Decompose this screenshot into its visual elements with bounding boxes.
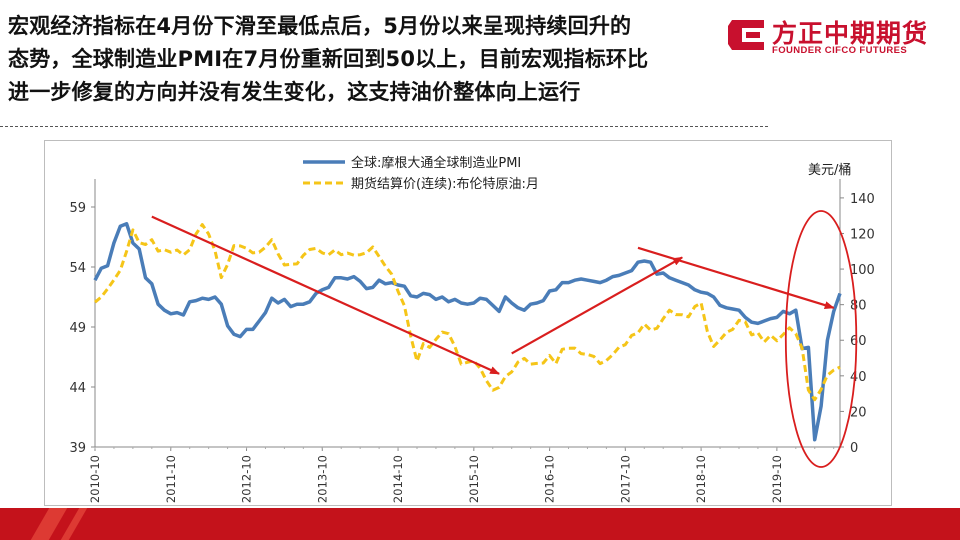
trend-arrow-1 bbox=[151, 215, 500, 375]
x-tick-label: 2011-10 bbox=[164, 455, 178, 503]
left-tick-label: 59 bbox=[69, 201, 86, 216]
x-tick-label: 2019-10 bbox=[770, 455, 784, 503]
trend-arrow-2 bbox=[511, 256, 684, 355]
trend-arrow-3 bbox=[637, 246, 835, 309]
chart-frame: 39 44 49 54 59 0 20 40 60 80 100 120 140 2010-10 2011-… bbox=[44, 140, 892, 506]
right-tick-label: 0 bbox=[850, 441, 858, 456]
left-tick-label: 39 bbox=[69, 441, 86, 456]
company-logo: 方正中期期货 FOUNDER CIFCO FUTURES bbox=[726, 14, 956, 64]
title-divider bbox=[0, 126, 768, 127]
pmi-brent-chart: 39 44 49 54 59 0 20 40 60 80 100 120 140 2010-10 2011-… bbox=[69, 155, 875, 503]
headline-line-1: 宏观经济指标在4月份下滑至最低点后，5月份以来呈现持续回升的 bbox=[8, 14, 632, 38]
right-tick-label: 120 bbox=[850, 227, 875, 242]
x-tick-label: 2010-10 bbox=[88, 455, 102, 503]
series-line-brent bbox=[94, 223, 841, 402]
right-tick-label: 60 bbox=[850, 334, 867, 349]
footer-stripe bbox=[30, 508, 68, 540]
right-axis-unit: 美元/桶 bbox=[808, 163, 851, 178]
highlight-ellipse bbox=[784, 210, 858, 468]
left-tick-label: 49 bbox=[69, 321, 86, 336]
headline-line-2: 态势，全球制造业PMI在7月份重新回到50以上，目前宏观指标环比 bbox=[8, 47, 649, 71]
right-tick-label: 140 bbox=[850, 192, 875, 207]
x-tick-label: 2014-10 bbox=[391, 455, 405, 503]
legend-label-pmi: 全球:摩根大通全球制造业PMI bbox=[351, 155, 521, 171]
x-tick-label: 2012-10 bbox=[240, 455, 254, 503]
founder-logo-mark-icon bbox=[728, 20, 764, 50]
x-tick-label: 2018-10 bbox=[694, 455, 708, 503]
x-tick-label: 2013-10 bbox=[315, 455, 329, 503]
left-tick-label: 44 bbox=[69, 381, 86, 396]
series-line-pmi bbox=[93, 222, 842, 442]
x-tick-label: 2016-10 bbox=[543, 455, 557, 503]
footer-bar bbox=[0, 508, 960, 540]
right-tick-label: 100 bbox=[850, 263, 875, 278]
headline-line-3: 进一步修复的方向并没有发生变化，这支持油价整体向上运行 bbox=[8, 80, 581, 104]
legend-label-brent: 期货结算价(连续):布伦特原油:月 bbox=[351, 176, 539, 192]
logo-text-cn: 方正中期期货 bbox=[772, 19, 929, 48]
x-tick-label: 2017-10 bbox=[618, 455, 632, 503]
x-tick-label: 2015-10 bbox=[467, 455, 481, 503]
right-tick-label: 40 bbox=[850, 370, 867, 385]
left-tick-label: 54 bbox=[69, 261, 86, 276]
right-tick-label: 20 bbox=[850, 405, 867, 420]
headline: 宏观经济指标在4月份下滑至最低点后，5月份以来呈现持续回升的 态势，全球制造业P… bbox=[8, 10, 728, 109]
logo-text-en: FOUNDER CIFCO FUTURES bbox=[772, 45, 908, 56]
footer-stripe bbox=[60, 508, 88, 540]
right-tick-label: 80 bbox=[850, 299, 867, 314]
